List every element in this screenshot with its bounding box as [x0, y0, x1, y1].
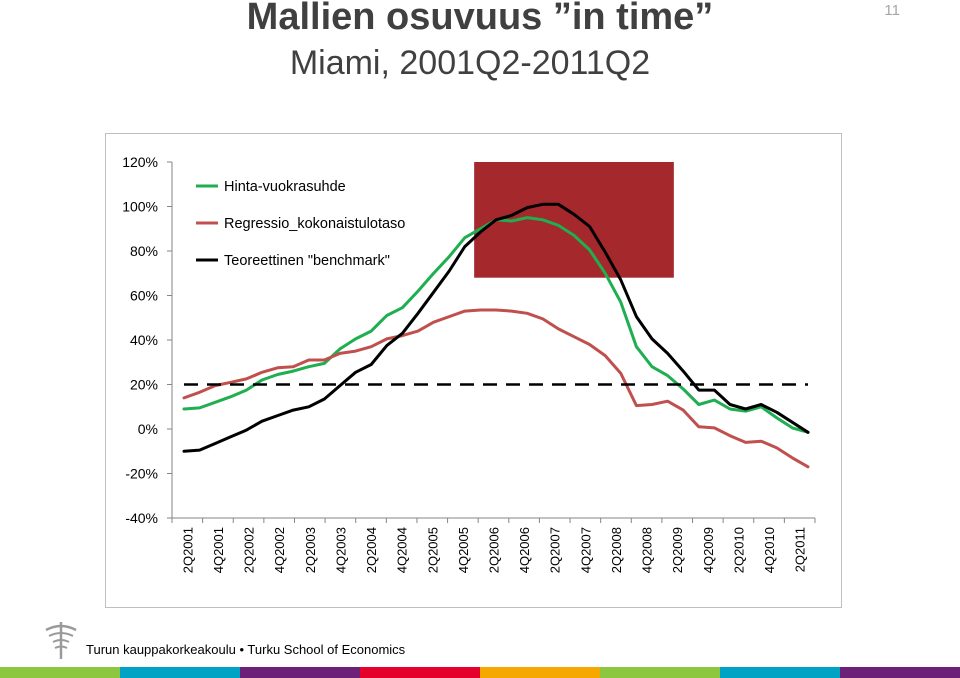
x-tick-label: 2Q2006	[487, 527, 502, 573]
y-tick-label: 20%	[130, 377, 158, 393]
footer-stripe-segment	[240, 667, 360, 678]
y-tick-label: 40%	[130, 332, 158, 348]
x-tick-label: 2Q2007	[548, 527, 563, 573]
x-tick-label: 4Q2001	[211, 527, 226, 573]
x-tick-label: 2Q2003	[303, 527, 318, 573]
university-logo	[42, 620, 80, 665]
footer-school-fi: Turun kauppakorkeakoulu	[86, 642, 236, 657]
x-tick-label: 4Q2008	[640, 527, 655, 573]
x-tick-label: 4Q2007	[578, 527, 593, 573]
footer-stripe-segment	[480, 667, 600, 678]
x-tick-label: 4Q2006	[517, 527, 532, 573]
x-tick-label: 4Q2010	[762, 527, 777, 573]
x-tick-label: 4Q2005	[456, 527, 471, 573]
footer-text: Turun kauppakorkeakoulu • Turku School o…	[86, 642, 405, 657]
slide-subtitle: Miami, 2001Q2-2011Q2	[289, 44, 651, 82]
x-tick-label: 2Q2010	[731, 527, 746, 573]
footer-school-en: Turku School of Economics	[247, 642, 406, 657]
series-line-1	[182, 308, 810, 469]
chart-frame	[105, 133, 842, 608]
x-tick-label: 4Q2009	[701, 527, 716, 573]
legend-label: Teoreettinen "benchmark"	[224, 253, 390, 269]
footer-stripe-segment	[120, 667, 240, 678]
page-number: 11	[884, 2, 900, 19]
y-tick-label: -20%	[125, 466, 158, 482]
x-tick-label: 4Q2004	[395, 527, 410, 573]
x-tick-label: 2Q2002	[242, 527, 257, 573]
footer-stripe-segment	[840, 667, 960, 678]
y-tick-label: 0%	[138, 421, 158, 437]
y-tick-label: 60%	[130, 288, 158, 304]
x-tick-label: 2Q2004	[364, 527, 379, 573]
y-tick-label: 80%	[130, 243, 158, 259]
footer-stripe-segment	[360, 667, 480, 678]
footer-stripe-segment	[0, 667, 120, 678]
x-tick-label: 2Q2005	[425, 527, 440, 573]
footer-stripe-segment	[720, 667, 840, 678]
y-tick-label: 100%	[122, 199, 158, 215]
footer-stripe-segment	[600, 667, 720, 678]
legend-label: Hinta-vuokrasuhde	[224, 179, 346, 195]
x-tick-label: 4Q2002	[272, 527, 287, 573]
legend-label: Regressio_kokonaistulotaso	[224, 216, 405, 232]
x-tick-label: 2Q2009	[670, 527, 685, 573]
x-tick-label: 2Q2001	[180, 527, 195, 573]
footer-separator: •	[239, 642, 245, 657]
footer-color-stripe	[0, 667, 960, 678]
y-tick-label: -40%	[125, 510, 158, 526]
x-tick-label: 2Q2008	[609, 527, 624, 573]
x-tick-label: 4Q2003	[333, 527, 348, 573]
slide-title: Mallien osuvuus ”in time”	[246, 0, 714, 38]
y-tick-label: 120%	[122, 154, 158, 170]
x-tick-label: 2Q2011	[793, 527, 808, 572]
series-line-2	[182, 202, 810, 453]
